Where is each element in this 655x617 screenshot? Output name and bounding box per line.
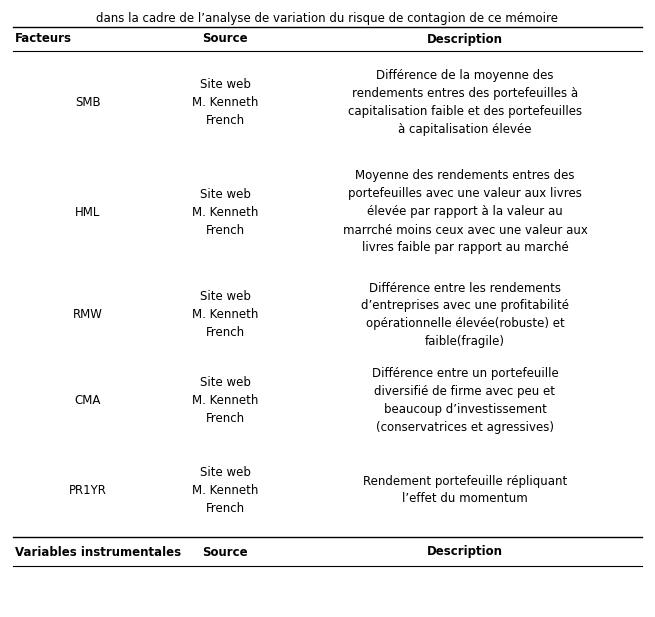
Text: RMW: RMW — [73, 308, 103, 321]
Text: dans la cadre de l’analyse de variation du risque de contagion de ce mémoire: dans la cadre de l’analyse de variation … — [96, 12, 559, 25]
Text: Rendement portefeuille répliquant
l’effet du momentum: Rendement portefeuille répliquant l’effe… — [363, 474, 567, 505]
Text: Facteurs: Facteurs — [15, 33, 72, 46]
Text: Source: Source — [202, 33, 248, 46]
Text: SMB: SMB — [75, 96, 101, 109]
Text: CMA: CMA — [75, 394, 101, 407]
Text: PR1YR: PR1YR — [69, 484, 107, 497]
Text: Différence entre un portefeuille
diversifié de firme avec peu et
beaucoup d’inve: Différence entre un portefeuille diversi… — [371, 368, 558, 434]
Text: Source: Source — [202, 545, 248, 558]
Text: Variables instrumentales: Variables instrumentales — [15, 545, 181, 558]
Text: Site web
M. Kenneth
French: Site web M. Kenneth French — [192, 376, 258, 426]
Text: HML: HML — [75, 205, 101, 218]
Text: Site web
M. Kenneth
French: Site web M. Kenneth French — [192, 291, 258, 339]
Text: Site web
M. Kenneth
French: Site web M. Kenneth French — [192, 78, 258, 128]
Text: Description: Description — [427, 33, 503, 46]
Text: Site web
M. Kenneth
French: Site web M. Kenneth French — [192, 188, 258, 236]
Text: Moyenne des rendements entres des
portefeuilles avec une valeur aux livres
élevé: Moyenne des rendements entres des portef… — [343, 170, 588, 254]
Text: Différence de la moyenne des
rendements entres des portefeuilles à
capitalisatio: Différence de la moyenne des rendements … — [348, 70, 582, 136]
Text: Site web
M. Kenneth
French: Site web M. Kenneth French — [192, 465, 258, 515]
Text: Description: Description — [427, 545, 503, 558]
Text: Différence entre les rendements
d’entreprises avec une profitabilité
opérationne: Différence entre les rendements d’entrep… — [361, 281, 569, 349]
